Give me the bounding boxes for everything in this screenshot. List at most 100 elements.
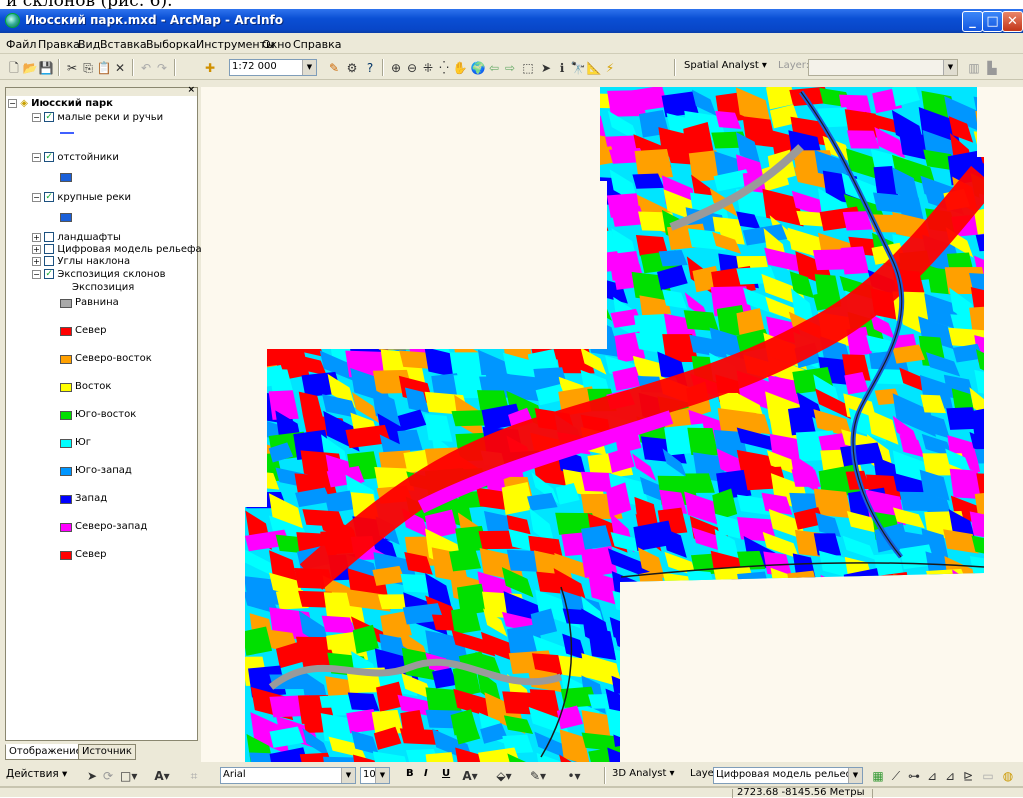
font-color-icon[interactable]: A▾ — [462, 769, 478, 783]
forward-extent-icon[interactable]: ⇨ — [504, 61, 516, 75]
select-features-icon[interactable]: ⬚ — [522, 61, 534, 75]
marker-color-icon[interactable]: •▾ — [567, 769, 581, 783]
menu-help[interactable]: Справка — [293, 38, 342, 51]
layer-checkbox[interactable]: ✓ — [44, 269, 55, 279]
legend-label: Юго-восток — [75, 409, 137, 420]
hyperlink-icon[interactable]: ⚡ — [605, 61, 615, 75]
menu-window[interactable]: Окно — [262, 38, 292, 51]
open-folder-icon[interactable]: 📂 — [22, 61, 38, 75]
redo-icon[interactable]: ↷ — [156, 61, 168, 75]
layer-small-rivers[interactable]: − ✓ малые реки и ручьи — [32, 112, 163, 123]
add-data-icon[interactable]: ✚ — [204, 61, 216, 75]
font-size-combo[interactable]: 10 ▼ — [360, 767, 390, 784]
minimize-button[interactable]: _ — [962, 11, 983, 32]
fill-color-icon[interactable]: ⬙▾ — [496, 769, 512, 783]
measure-icon[interactable]: 📐 — [586, 61, 602, 75]
tab-display[interactable]: Отображение — [5, 744, 86, 760]
chevron-down-icon[interactable]: ▼ — [375, 768, 389, 783]
aspect-map[interactable] — [201, 87, 1023, 762]
aspect-field-name: Экспозиция — [72, 282, 135, 293]
italic-button[interactable]: I — [424, 768, 428, 779]
legend-label: Северо-запад — [75, 521, 148, 532]
steepest-path-icon[interactable]: ⟋ — [891, 769, 901, 783]
maximize-button[interactable]: □ — [982, 11, 1003, 32]
tab-source[interactable]: Источник — [78, 744, 136, 760]
rotate-icon[interactable]: ⟳ — [102, 769, 114, 783]
editor-toolbar-icon[interactable]: ✎ — [328, 61, 340, 75]
interpolate-line-icon[interactable]: ⊿ — [926, 769, 938, 783]
actions-menu[interactable]: Действия ▾ — [6, 768, 68, 780]
3d-analyst-layer-combo[interactable]: Цифровая модель рельефа ▼ — [713, 767, 863, 784]
close-button[interactable]: ✕ — [1002, 11, 1023, 32]
undo-icon[interactable]: ↶ — [140, 61, 152, 75]
histogram-icon[interactable]: ▥ — [968, 61, 980, 75]
toolbar-separator — [674, 59, 676, 76]
menu-tools[interactable]: Инструменты — [196, 38, 275, 51]
menu-selection[interactable]: Выборка — [146, 38, 197, 51]
arcscene-icon[interactable]: ◍ — [1002, 769, 1014, 783]
zoom-out-icon[interactable]: ⊖ — [406, 61, 418, 75]
layer-checkbox[interactable] — [44, 256, 55, 266]
data-frame-node[interactable]: − ◈ Июсский парк — [8, 98, 113, 109]
layer-checkbox[interactable]: ✓ — [44, 152, 55, 162]
paste-icon[interactable]: 📋 — [96, 61, 112, 75]
arctoolbox-icon[interactable]: ⚙ — [346, 61, 358, 75]
copy-icon[interactable]: ⎘ — [83, 61, 93, 75]
contour-icon[interactable]: ▦ — [872, 769, 884, 783]
zoom-in-icon[interactable]: ⊕ — [390, 61, 402, 75]
delete-icon[interactable]: ✕ — [114, 61, 126, 75]
3d-analyst-layer-value: Цифровая модель рельефа — [716, 769, 861, 780]
line-of-sight-icon[interactable]: ⊶ — [908, 769, 920, 783]
layer-large-rivers[interactable]: − ✓ крупные реки — [32, 192, 131, 203]
spatial-analyst-layer-combo[interactable]: ▼ — [808, 59, 958, 76]
select-elements-icon[interactable]: ➤ — [540, 61, 552, 75]
chevron-down-icon[interactable]: ▼ — [302, 60, 316, 75]
fixed-zoom-out-icon[interactable]: ⁛ — [439, 61, 449, 75]
layer-checkbox[interactable] — [44, 244, 55, 254]
layer-checkbox[interactable]: ✓ — [44, 192, 55, 202]
3d-analyst-menu[interactable]: 3D Analyst ▾ — [612, 768, 675, 779]
back-extent-icon[interactable]: ⇦ — [488, 61, 500, 75]
rectangle-tool-icon[interactable]: □▾ — [120, 769, 138, 783]
chevron-down-icon[interactable]: ▼ — [848, 768, 862, 783]
chevron-down-icon[interactable]: ▼ — [943, 60, 957, 75]
spatial-analyst-menu[interactable]: Spatial Analyst ▾ — [684, 60, 767, 71]
fixed-zoom-in-icon[interactable]: ⁜ — [422, 61, 434, 75]
layer-ponds[interactable]: − ✓ отстойники — [32, 152, 119, 163]
create-graph-icon[interactable]: ▭ — [982, 769, 994, 783]
legend-swatch — [60, 355, 72, 364]
new-document-icon[interactable]: 🗋 — [9, 61, 19, 75]
menu-insert[interactable]: Вставка — [100, 38, 147, 51]
find-icon[interactable]: 🔭 — [570, 61, 586, 75]
layer-landscapes[interactable]: + ландшафты — [32, 232, 121, 243]
profile-graph-icon[interactable]: ⊵ — [962, 769, 974, 783]
menu-edit[interactable]: Правка — [38, 38, 80, 51]
toc-close-icon[interactable]: × — [187, 85, 195, 95]
data-frame-label: Июсский парк — [31, 98, 113, 109]
layer-aspect[interactable]: − ✓ Экспозиция склонов — [32, 269, 165, 280]
layer-dem[interactable]: + Цифровая модель рельефа — [32, 244, 202, 255]
interpolate-polygon-icon[interactable]: ⊿ — [944, 769, 956, 783]
menu-view[interactable]: Вид — [78, 38, 101, 51]
identify-icon[interactable]: ℹ — [559, 61, 565, 75]
layer-slope[interactable]: + Углы наклона — [32, 256, 130, 267]
select-elements-icon[interactable]: ➤ — [86, 769, 98, 783]
whats-this-icon[interactable]: ? — [366, 61, 374, 75]
raster-bar-icon[interactable]: ▙ — [987, 61, 997, 75]
layer-checkbox[interactable]: ✓ — [44, 112, 55, 122]
text-tool-icon[interactable]: A▾ — [154, 769, 170, 783]
full-extent-icon[interactable]: 🌍 — [470, 61, 486, 75]
edit-vertices-icon[interactable]: ⌗ — [190, 769, 198, 783]
chevron-down-icon[interactable]: ▼ — [341, 768, 355, 783]
map-scale-combo[interactable]: 1:72 000 ▼ — [229, 59, 317, 76]
save-icon[interactable]: 💾 — [38, 61, 54, 75]
map-display[interactable] — [201, 87, 1023, 762]
bold-button[interactable]: B — [406, 768, 414, 779]
line-color-icon[interactable]: ✎▾ — [530, 769, 547, 783]
cut-icon[interactable]: ✂ — [66, 61, 78, 75]
font-name-combo[interactable]: Arial ▼ — [220, 767, 356, 784]
underline-button[interactable]: U — [442, 768, 451, 779]
pan-icon[interactable]: ✋ — [452, 61, 468, 75]
layer-checkbox[interactable] — [44, 232, 55, 242]
menu-file[interactable]: Файл — [6, 38, 37, 51]
